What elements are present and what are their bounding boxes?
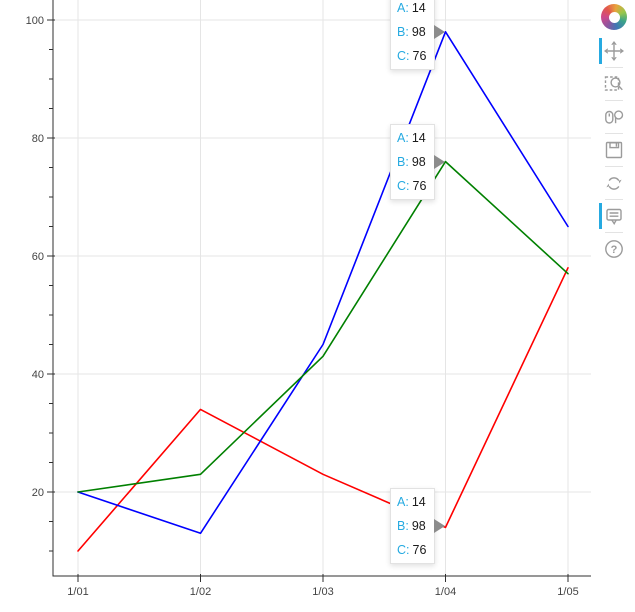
tooltip-arrow-icon xyxy=(434,25,445,39)
floppy-save-icon xyxy=(605,141,623,159)
tooltip-field-value: 14 xyxy=(411,495,426,509)
tooltip-row: A: 14 xyxy=(397,126,434,150)
tooltip-field-label: A: xyxy=(397,495,409,509)
tooltip-field-value: 98 xyxy=(411,25,426,39)
series-line-B xyxy=(77,30,569,535)
tooltip-row: B: 98 xyxy=(397,20,434,44)
tooltip-field-value: 14 xyxy=(411,131,426,145)
toolbar-divider xyxy=(605,232,623,233)
bokeh-logo-icon[interactable] xyxy=(601,4,627,30)
tooltip-field-value: 76 xyxy=(412,49,427,63)
y-tick-label: 40 xyxy=(32,369,44,381)
y-tick-label: 100 xyxy=(26,15,44,27)
tooltip-field-label: C: xyxy=(397,179,410,193)
bokeh-toolbar: ? xyxy=(596,0,632,263)
tooltip-field-label: B: xyxy=(397,25,409,39)
tooltip-field-label: C: xyxy=(397,49,410,63)
x-tick-label: 1/02 xyxy=(190,586,211,598)
pan-tool-button[interactable] xyxy=(598,38,630,64)
tooltip-field-label: C: xyxy=(397,543,410,557)
refresh-icon xyxy=(606,177,622,190)
tooltip-field-value: 76 xyxy=(412,179,427,193)
wheel-zoom-icon xyxy=(605,110,624,124)
tooltip-row: B: 98 xyxy=(397,514,434,538)
box-zoom-icon xyxy=(604,76,623,91)
tooltip-field-value: 76 xyxy=(412,543,427,557)
toolbar-divider xyxy=(605,199,623,200)
series-line-A xyxy=(77,266,569,552)
tooltip-field-value: 14 xyxy=(411,1,426,15)
x-tick-label: 1/01 xyxy=(67,586,88,598)
toolbar-divider xyxy=(605,133,623,134)
tooltip-row: A: 14 xyxy=(397,490,434,514)
tooltip-field-label: A: xyxy=(397,1,409,15)
toolbar-divider xyxy=(605,67,623,68)
toolbar-divider xyxy=(605,100,623,101)
save-tool-button[interactable] xyxy=(599,137,630,163)
svg-text:?: ? xyxy=(611,244,618,256)
question-mark-icon: ? xyxy=(605,240,623,258)
tooltip-field-label: B: xyxy=(397,519,409,533)
hover-tooltip: A: 14 B: 98 C: 76 xyxy=(390,124,445,200)
tooltip-row: C: 76 xyxy=(397,538,434,562)
tooltip-arrow-icon xyxy=(434,519,445,533)
move-icon xyxy=(604,41,624,61)
wheel-zoom-tool-button[interactable] xyxy=(599,104,630,130)
x-tick-label: 1/03 xyxy=(312,586,333,598)
hover-tooltip: A: 14 B: 98 C: 76 xyxy=(390,488,445,564)
y-tick-label: 20 xyxy=(32,487,44,499)
axis-line xyxy=(52,0,591,577)
tooltip-field-label: B: xyxy=(397,155,409,169)
tooltip-field-label: A: xyxy=(397,131,409,145)
x-tick-label: 1/04 xyxy=(435,586,456,598)
x-tick-label: 1/05 xyxy=(557,586,578,598)
y-tick-label: 80 xyxy=(32,133,44,145)
toolbar-divider xyxy=(605,166,623,167)
tooltip-arrow-icon xyxy=(434,155,445,169)
y-tick-label: 60 xyxy=(32,251,44,263)
tooltip-row: C: 76 xyxy=(397,44,434,68)
box-zoom-tool-button[interactable] xyxy=(599,71,630,97)
tooltip-row: B: 98 xyxy=(397,150,434,174)
series-line-C xyxy=(77,160,569,493)
reset-tool-button[interactable] xyxy=(599,170,630,196)
tooltip-row: C: 76 xyxy=(397,174,434,198)
tooltip-field-value: 98 xyxy=(411,519,426,533)
tooltip-field-value: 98 xyxy=(411,155,426,169)
hover-tool-button[interactable] xyxy=(598,203,630,229)
hover-tooltip: A: 14 B: 98 C: 76 xyxy=(390,0,445,70)
help-tool-button[interactable]: ? xyxy=(599,236,630,262)
tooltip-row: A: 14 xyxy=(397,0,434,20)
hover-tooltip-icon xyxy=(606,208,622,225)
